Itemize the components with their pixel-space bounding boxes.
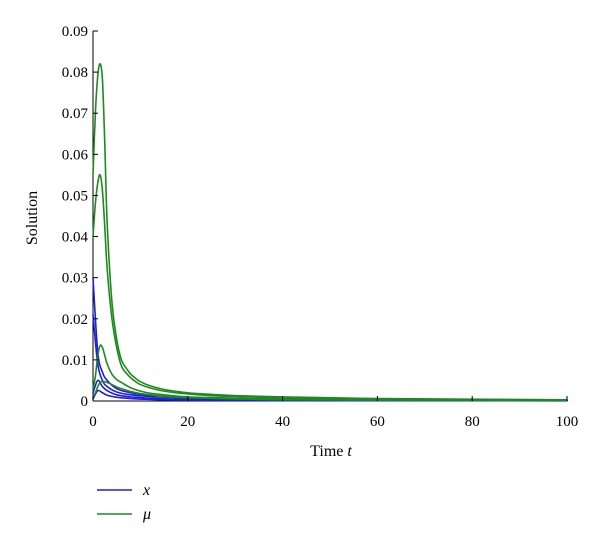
y-tick-label: 0.07 (62, 106, 89, 122)
x-tick-label: 60 (370, 414, 385, 430)
x-tick-label: 0 (89, 414, 97, 430)
tick-layer: 0 0.01 0.02 0.03 0.04 0.05 0.06 0.07 0.08 0.09 0 20… (62, 24, 579, 430)
x-axis-label: Time t (310, 443, 352, 460)
legend-label-mu: μ (142, 506, 151, 523)
x-axis-label-var: t (347, 443, 352, 460)
axes (92, 31, 567, 402)
y-tick-label: 0.04 (62, 230, 89, 246)
y-tick-label: 0.09 (62, 24, 88, 40)
x-tick-label: 40 (275, 414, 290, 430)
y-tick-label: 0.05 (62, 188, 88, 204)
y-tick-label: 0.03 (62, 271, 88, 287)
series-line-mu-4 (92, 63, 568, 401)
x-axis-label-text: Time (310, 443, 343, 460)
legend-label-x: x (142, 482, 150, 499)
series-line-mu-7 (92, 380, 568, 402)
series-layer (92, 63, 568, 402)
x-tick-label: 100 (556, 414, 579, 430)
y-tick-label: 0.06 (62, 147, 89, 163)
y-axis-label: Solution (24, 191, 41, 245)
series-line-x-1 (92, 313, 568, 402)
series-line-x-0 (92, 276, 568, 401)
y-tick-label: 0.01 (62, 353, 88, 369)
y-tick-label: 0 (81, 394, 89, 410)
y-tick-label: 0.02 (62, 312, 88, 328)
x-tick-label: 20 (180, 414, 195, 430)
y-tick-label: 0.08 (62, 65, 88, 81)
legend: x μ (97, 482, 151, 523)
x-tick-label: 80 (465, 414, 480, 430)
series-line-mu-6 (92, 344, 568, 401)
series-line-mu-5 (92, 173, 568, 401)
